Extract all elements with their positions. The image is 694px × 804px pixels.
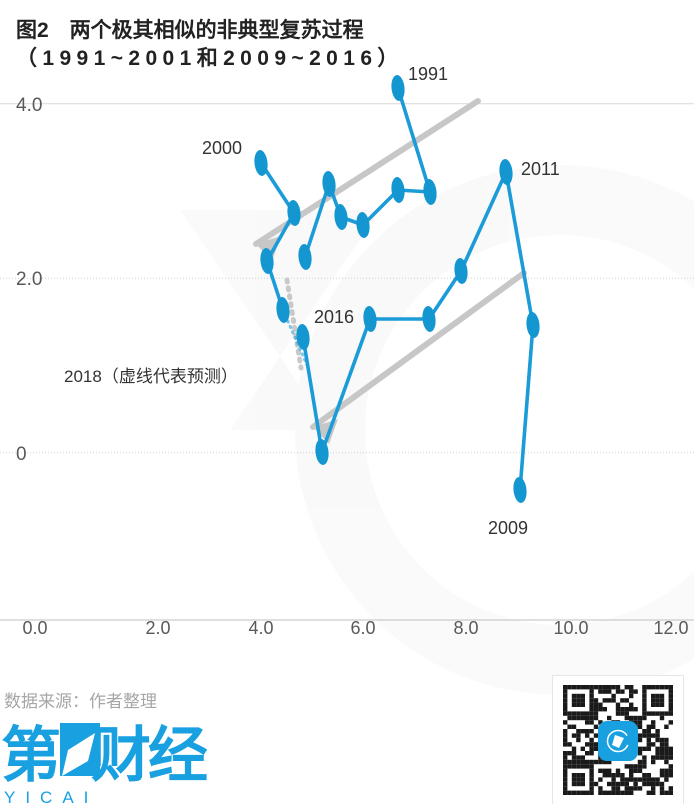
svg-text:2009: 2009 [488,518,528,538]
svg-text:2.0: 2.0 [16,269,42,290]
svg-text:2.0: 2.0 [145,618,170,638]
svg-text:2011: 2011 [521,159,560,179]
svg-text:4.0: 4.0 [248,618,273,638]
svg-text:0.0: 0.0 [22,618,47,638]
svg-text:8.0: 8.0 [453,618,478,638]
svg-text:2000: 2000 [202,138,242,158]
svg-text:10.0: 10.0 [553,618,588,638]
svg-text:0: 0 [16,444,27,465]
svg-text:2016: 2016 [314,307,354,327]
svg-text:4.0: 4.0 [16,95,42,116]
svg-text:12.0: 12.0 [653,618,688,638]
svg-text:6.0: 6.0 [350,618,375,638]
svg-text:1991: 1991 [408,64,448,84]
svg-text:2018（虚线代表预测）: 2018（虚线代表预测） [64,367,238,386]
